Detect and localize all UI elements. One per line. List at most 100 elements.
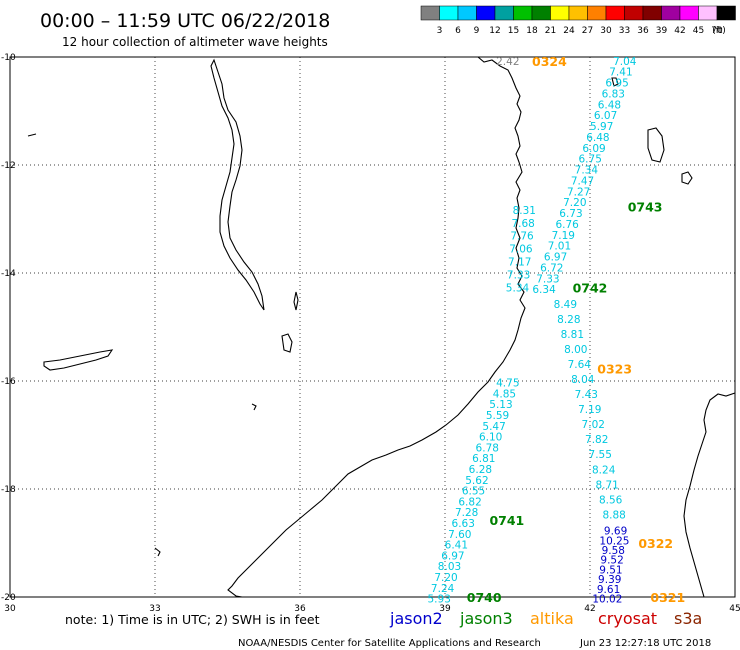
wave-height-label: 6.55 (462, 486, 485, 498)
wave-height-label: 6.41 (445, 540, 468, 552)
colorbar-tick-label: 27 (582, 26, 593, 36)
wave-height-label: 5.59 (486, 410, 509, 422)
wave-height-label: 8.31 (513, 205, 536, 217)
wave-height-label: 6.97 (544, 252, 567, 264)
wave-height-label: 10.25 (599, 535, 629, 547)
small-water-body-2 (251, 403, 257, 411)
wave-height-label: 4.85 (493, 388, 516, 400)
colorbar-swatch (494, 5, 514, 21)
wave-height-label: 6.76 (555, 219, 579, 231)
wave-height-label: 6.07 (594, 110, 617, 122)
wave-height-tracks: 2.42 7.047.416.956.836.486.075.976.486.09… (428, 56, 637, 606)
longitude-tick-label: 45 (729, 604, 740, 614)
wave-height-label: 6.97 (441, 550, 464, 562)
wave-height-label: 6.82 (458, 496, 481, 508)
latitude-tick-label: -14 (1, 269, 16, 279)
latitude-tick-label: -16 (1, 377, 16, 387)
colorbar-swatch (439, 5, 459, 21)
pass-time-label: 0742 (573, 281, 608, 296)
comoros-island (647, 127, 665, 163)
wave-height-label: 5.13 (489, 399, 512, 411)
longitude-tick-label: 36 (294, 604, 306, 614)
colorbar-tick-label: 18 (526, 26, 538, 36)
wave-height-label: 7.27 (567, 186, 590, 198)
latitude-tick-label: -18 (1, 485, 16, 495)
wave-height-label: 7.01 (548, 241, 571, 253)
colorbar-swatch (550, 5, 570, 21)
wave-height-label: 7.17 (508, 257, 531, 269)
pass-time-label: 0740 (467, 590, 502, 605)
wave-height-label: 9.39 (598, 574, 621, 586)
wave-height-label: 5.97 (590, 121, 613, 133)
pass-time-label: 0323 (597, 362, 632, 377)
wave-height-label: 9.69 (604, 526, 627, 538)
latitude-tick-label: -10 (1, 53, 16, 63)
madagascar-coastline (683, 392, 736, 598)
wave-height-label: 7.20 (434, 572, 457, 584)
colorbar-tick-label: 12 (489, 26, 500, 36)
wave-height-label: 8.28 (557, 314, 580, 326)
river-segment (293, 291, 299, 311)
wave-height-label: 6.48 (586, 132, 609, 144)
satellite-legend-altika: altika (530, 609, 574, 628)
colorbar-tick-label: 70 (711, 26, 723, 36)
wave-height-label: 6.09 (582, 143, 605, 155)
wave-height-label: 8.88 (602, 509, 625, 521)
lake-malawi-outline (210, 58, 265, 311)
wave-height-label: 8.81 (561, 329, 584, 341)
wave-height-label: 8.71 (595, 479, 618, 491)
satellite-legend-jason3: jason3 (459, 609, 513, 628)
wave-height-label: 5.47 (482, 421, 505, 433)
colorbar-swatch (679, 5, 699, 21)
colorbar-swatch (698, 5, 718, 21)
wave-height-label: 7.55 (589, 449, 612, 461)
wave-height-label: 5.93 (428, 594, 451, 606)
wave-height-label: 8.04 (571, 374, 595, 386)
wave-height-label: 7.76 (510, 231, 534, 243)
colorbar-tick-label: 39 (656, 26, 668, 36)
pass-time-label: 0324 (532, 54, 567, 69)
wave-height-label: 5.62 (465, 475, 488, 487)
wave-height-label: 10.02 (592, 594, 622, 606)
cahora-bassa-lake (43, 349, 114, 371)
wave-height-label: 7.33 (507, 270, 530, 282)
colorbar-tick-label: 33 (619, 26, 630, 36)
wave-height-label: 7.68 (511, 218, 534, 230)
colorbar: 3 6 9 12 15 18 21 24 27 30 33 36 39 42 45 70(ft) (420, 5, 736, 36)
map-subtitle: 12 hour collection of altimeter wave hei… (62, 35, 328, 49)
wave-height-label: 6.83 (602, 88, 625, 100)
wave-height-label: 8.56 (599, 494, 623, 506)
wave-height-label: 5.34 (506, 283, 530, 295)
colorbar-swatch (587, 5, 607, 21)
wave-height-label: 7.19 (552, 230, 575, 242)
colorbar-swatch (513, 5, 533, 21)
wave-height-label: 6.75 (579, 154, 602, 166)
colorbar-swatch (716, 5, 736, 21)
pass-time-label: 0741 (489, 513, 524, 528)
colorbar-swatch (661, 5, 681, 21)
map-border (9, 56, 736, 598)
colorbar-swatch (568, 5, 588, 21)
wave-height-label: 7.19 (578, 404, 601, 416)
wave-height-label: 6.95 (605, 78, 628, 90)
satellite-legend-jason2: jason2 (389, 609, 443, 628)
wave-height-label: 7.33 (536, 273, 559, 285)
colorbar-tick-label: 24 (563, 26, 575, 36)
wave-height-label: 6.34 (532, 284, 556, 296)
colorbar-swatch (420, 5, 440, 21)
colorbar-swatch (624, 5, 644, 21)
colorbar-swatch (476, 5, 496, 21)
mozambique-coastline (227, 56, 526, 598)
latitude-tick-labels: -10 -12 -14 -16 -18 -20 (1, 53, 16, 603)
colorbar-swatch (531, 5, 551, 21)
colorbar-tick-label: 30 (600, 26, 612, 36)
wave-height-label: 9.51 (599, 564, 622, 576)
colorbar-tick-label: 45 (693, 26, 704, 36)
latitude-tick-label: -20 (1, 593, 16, 603)
wave-height-label: 7.82 (585, 434, 608, 446)
colorbar-tick-label: 3 (437, 26, 443, 36)
wave-height-label: 7.20 (563, 197, 586, 209)
legend-note: note: 1) Time is in UTC; 2) SWH is in fe… (65, 612, 320, 627)
wave-height-label: 4.75 (496, 378, 519, 390)
